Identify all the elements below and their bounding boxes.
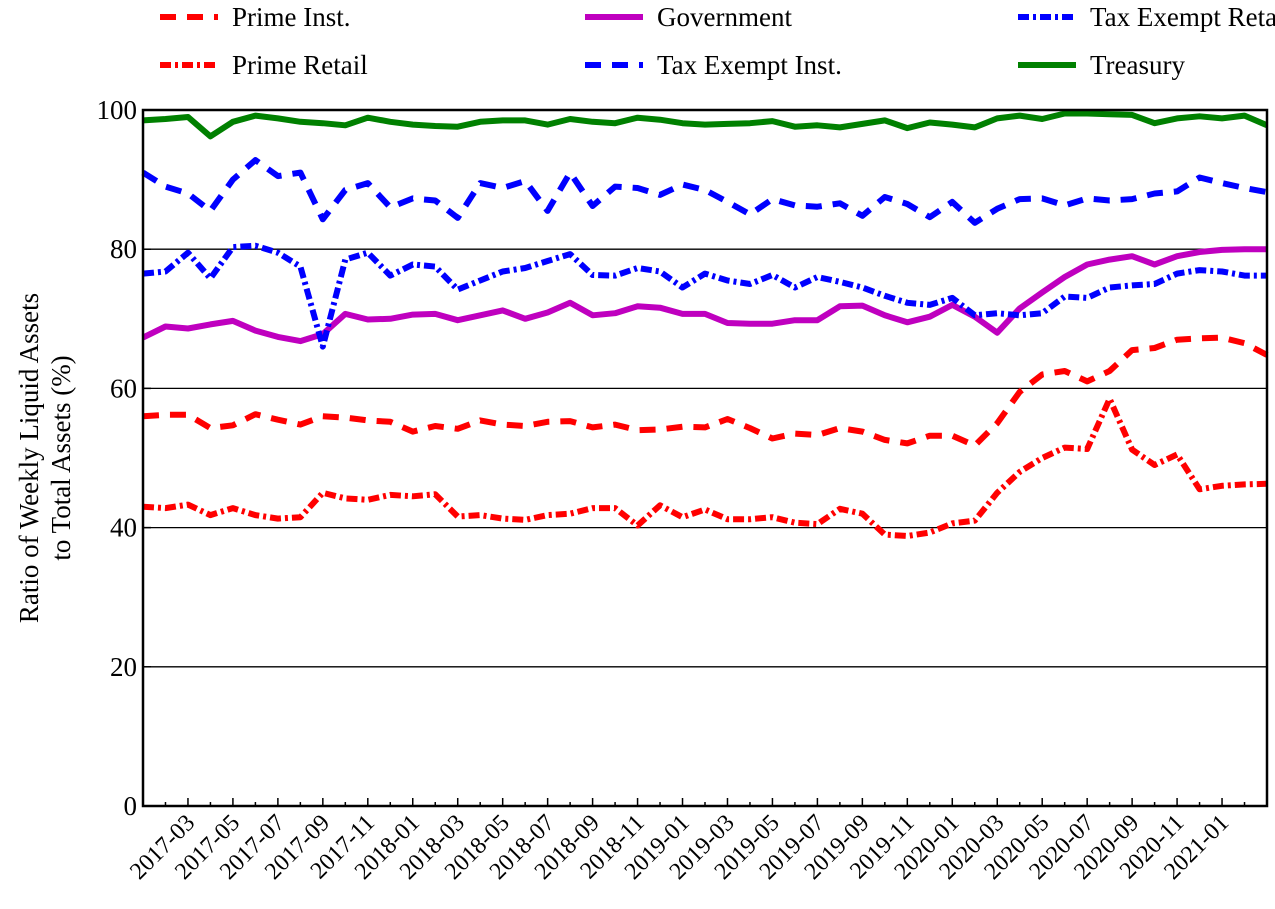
series-line [142,110,1269,140]
y-axis-label: Ratio of Weekly Liquid Assets to Total A… [14,293,76,623]
y-tick-label: 60 [110,373,137,403]
legend-label: Tax Exempt Inst. [657,50,842,80]
series-line [142,334,1269,449]
legend-label: Treasury [1090,50,1186,80]
y-tick-label: 20 [110,652,137,682]
y-tick-label: 0 [124,791,138,821]
y-axis-label-line: to Total Assets (%) [46,355,76,560]
series-line [141,157,1268,226]
plot-frame [141,108,1269,808]
series-line [141,246,1267,345]
y-axis-label-line: Ratio of Weekly Liquid Assets [14,293,44,623]
legend-label: Prime Inst. [232,2,351,32]
series-line [142,395,1268,539]
legend-label: Tax Exempt Retail [1090,2,1275,32]
legend-label: Government [657,2,792,32]
y-tick-label: 40 [110,513,137,543]
legend-label: Prime Retail [232,50,368,80]
series-line [142,242,1267,350]
y-tick-label: 100 [97,95,138,125]
y-tick-label: 80 [110,234,137,264]
